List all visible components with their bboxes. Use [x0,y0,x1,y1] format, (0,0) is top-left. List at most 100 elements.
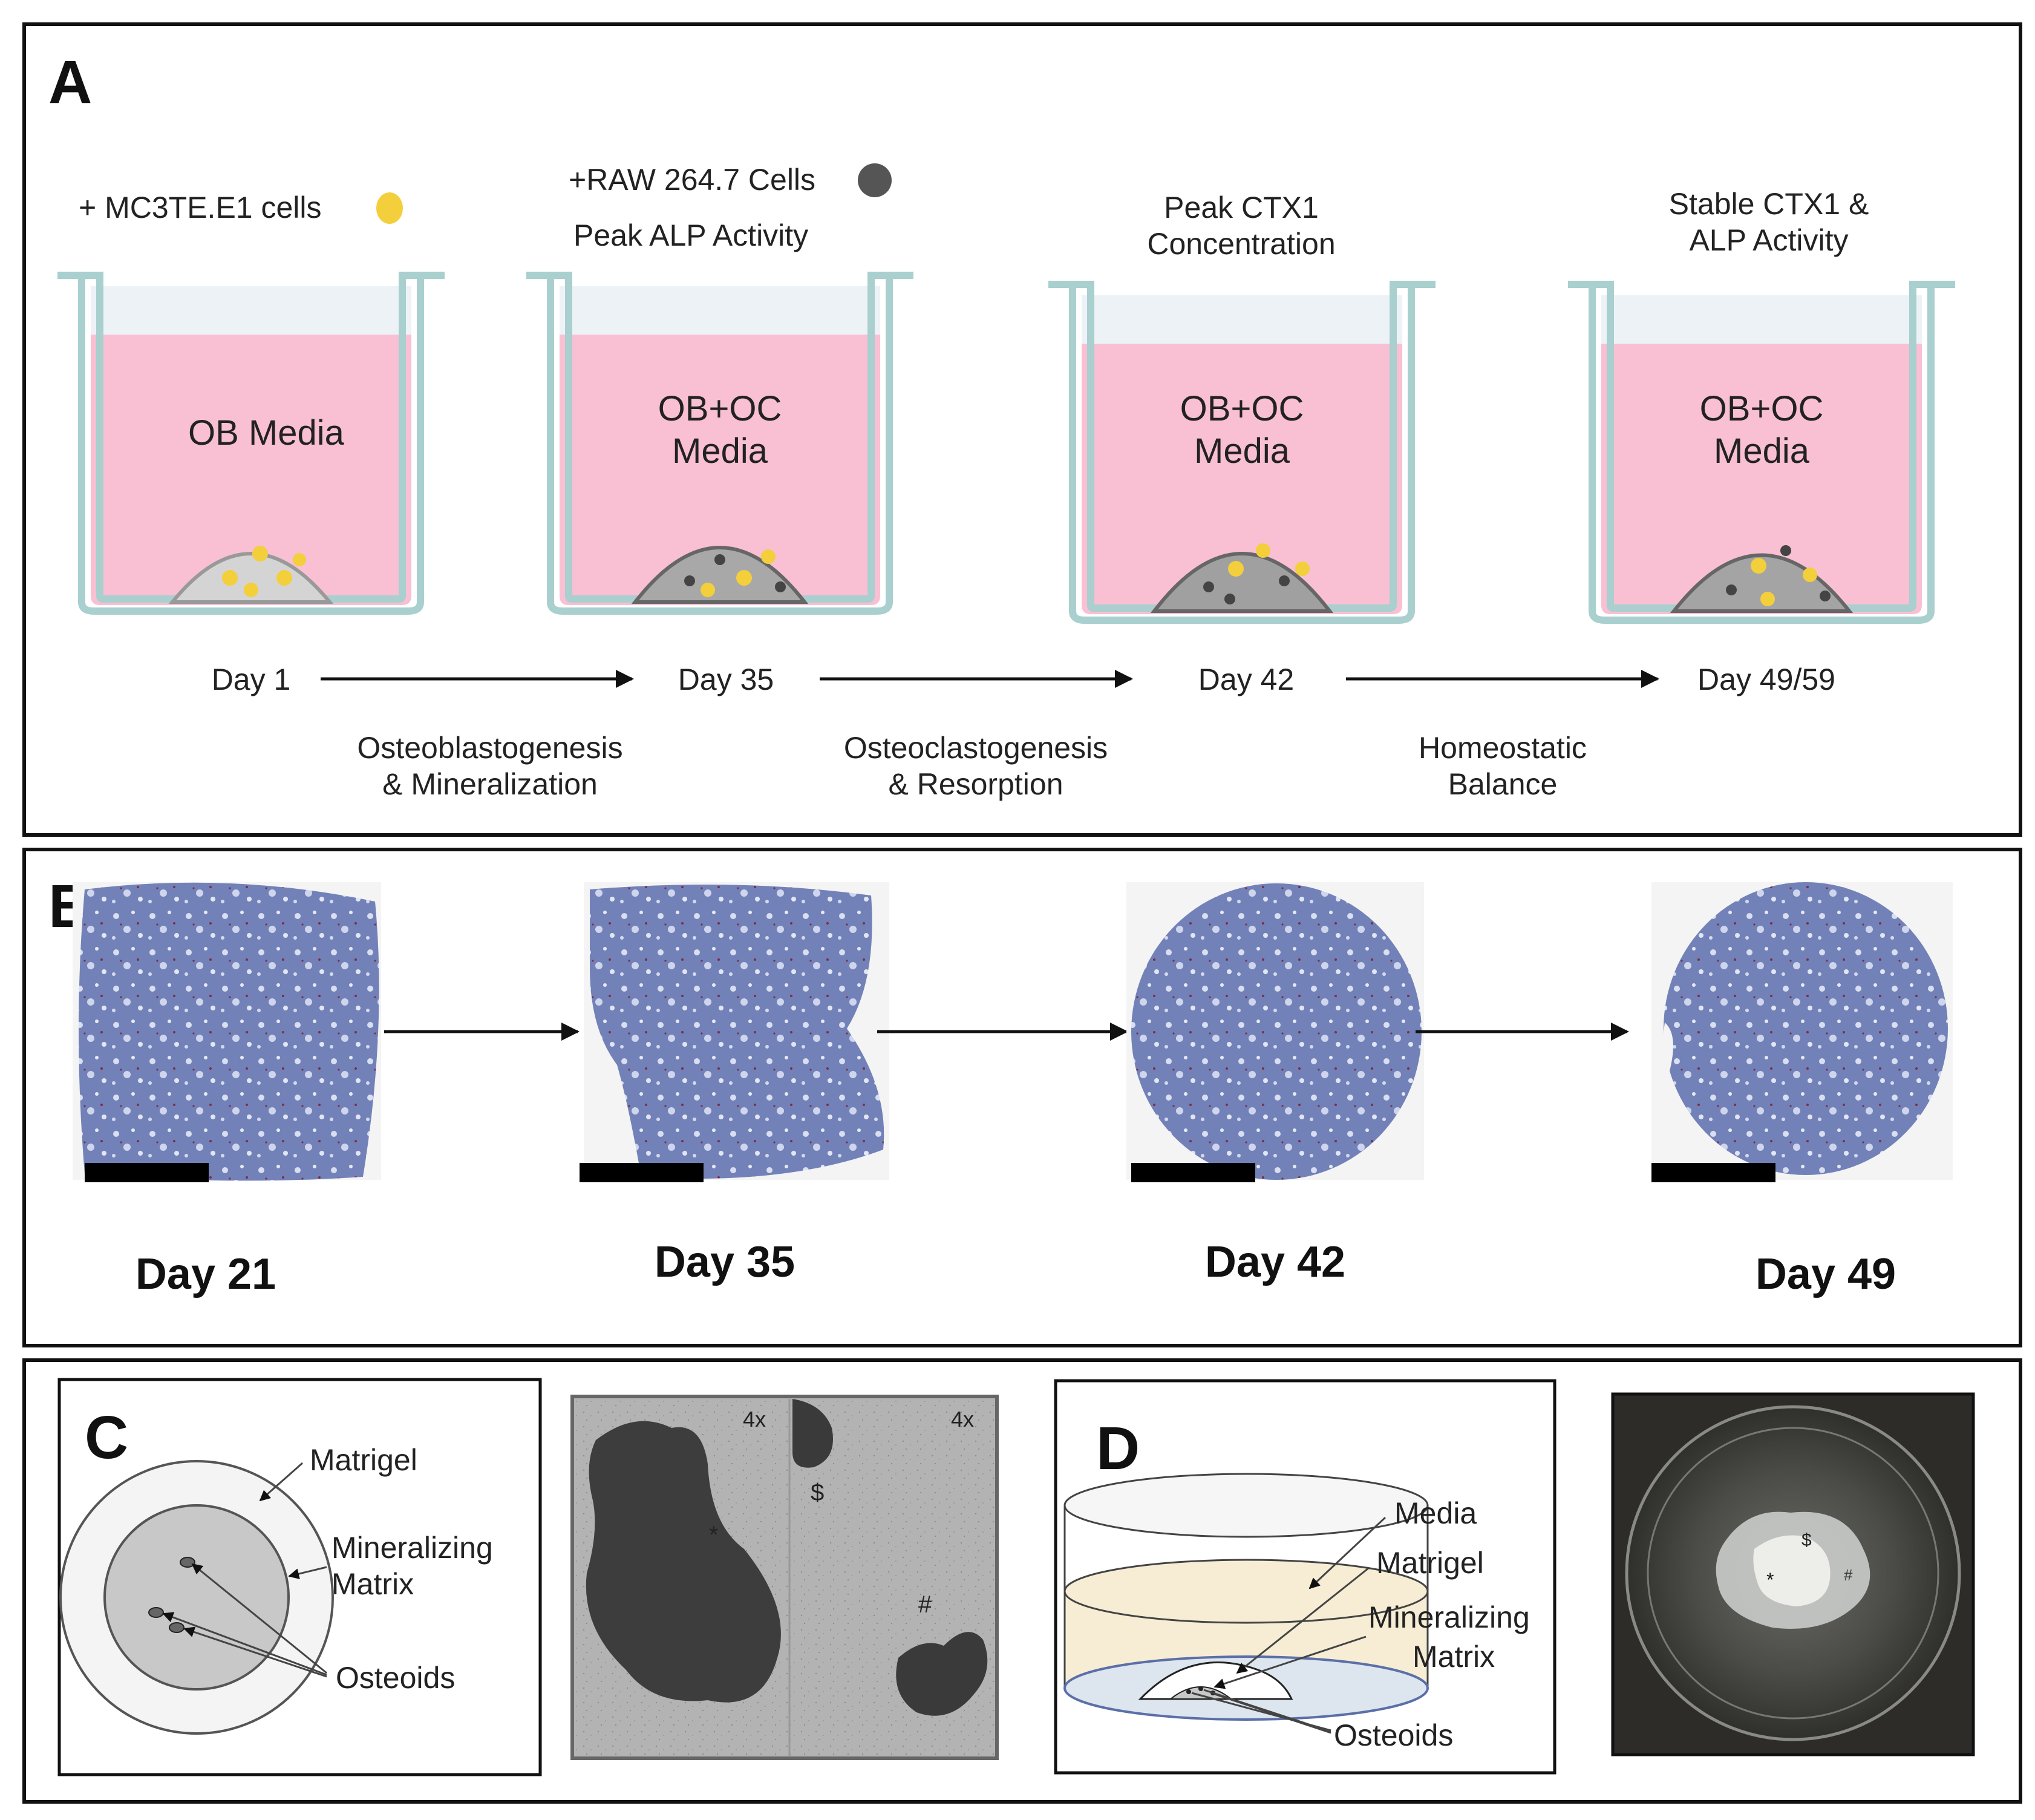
histology-day-49-section [1664,882,1948,1175]
mc3t3-cell-icon [376,192,403,224]
photo-mark-dollar: $ [1801,1530,1812,1550]
matrix-pointer [288,1566,327,1579]
well-3-label-line1: OB+OC [1180,389,1304,428]
timeline-day-35: Day 35 [678,663,774,696]
addition-2-line1: +RAW 264.7 Cells [569,163,815,197]
media-pointer [1308,1516,1387,1589]
addition-1-line1: + MC3TE.E1 cells [79,191,322,224]
micrograph-mark-star: * [709,1522,719,1548]
addition-2-line2: Peak ALP Activity [573,218,808,252]
scale-bar [1131,1163,1255,1182]
panel-b: B Day 21 Day 35 Day 42 Day 49 [22,848,2022,1347]
histology-day-49-tear [1663,1023,1673,1071]
panel-d-photo: $ * # [1611,1392,1975,1756]
histology-day-21: Day 21 [73,882,381,1298]
osteoid-pointer [191,1563,327,1674]
well-3-cell [1203,581,1214,592]
well-3-label-line2: Media [1194,431,1290,471]
phase-3-line1: Homeostatic [1419,731,1587,765]
osteoid-dot [1186,1689,1191,1694]
addition-4-line2: ALP Activity [1689,223,1848,257]
scale-bar [580,1163,704,1182]
well-2-scaffold [631,546,809,604]
mineralizing-matrix-circle [103,1504,290,1691]
well-2-cell [736,570,752,586]
histology-day-49: Day 49 [1651,882,1953,1298]
panel-c-schematic: C Matrigel Mineralizing Matrix Osteoids [57,1378,542,1776]
panel-c-letter: C [85,1404,128,1471]
phase-2-line1: Osteoclastogenesis [844,731,1108,765]
well-2-cell [684,575,695,586]
well-4-cell [1726,584,1737,595]
well-2-headspace [560,286,880,335]
panel-a: A + MC3TE.E1 cells +RAW 264.7 Cells Peak… [22,22,2022,837]
well-4-media [1601,344,1922,614]
addition-3-line2: Concentration [1147,227,1335,261]
well-1-cell [222,570,238,586]
well-2-cell [775,581,786,592]
matrix-label-d-line2: Matrix [1413,1640,1495,1674]
matrigel-pointer-d [1236,1567,1369,1674]
panel-cd: C Matrigel Mineralizing Matrix Osteoids … [22,1358,2022,1804]
addition-3-line1: Peak CTX1 [1164,191,1319,224]
osteoid-shape [169,1622,185,1633]
well-1-label: OB Media [188,413,345,453]
addition-1: + MC3TE.E1 cells [79,191,403,224]
addition-2: +RAW 264.7 Cells Peak ALP Activity [569,163,892,252]
micrograph-mag-right: 4x [951,1407,974,1432]
matrix-label-line2: Matrix [332,1567,414,1601]
well-1-headspace [91,286,411,335]
matrix-pointer-d [1213,1635,1367,1689]
well-1-media [91,335,411,605]
well-2-label-line1: OB+OC [658,389,782,428]
well-1-cell [244,583,258,597]
phase-1-line1: Osteoblastogenesis [357,731,622,765]
well-1-cell [293,553,306,566]
histology-day-21-section [79,882,379,1181]
osteoids-label: Osteoids [336,1661,455,1695]
addition-3: Peak CTX1 Concentration [1147,191,1335,261]
panel-a-letter: A [48,48,92,116]
well-2: OB+OC Media [526,272,913,615]
well-4-label-line2: Media [1714,431,1810,471]
well-4-cell [1803,568,1817,582]
well-3-cell [1295,561,1310,576]
scale-bar [85,1163,209,1182]
well-2-cell [701,583,715,597]
media-label: Media [1394,1496,1477,1530]
well-3-media [1082,344,1402,614]
well-2-media [560,335,880,605]
histology-day-35: Day 35 [580,882,889,1286]
osteoid-pointer-d [1214,1693,1331,1734]
histology-day-35-section [590,885,884,1179]
well-3-cell [1224,594,1235,604]
panel-d-letter: D [1096,1415,1140,1482]
well-4-cell [1751,558,1766,574]
well-4-label-line1: OB+OC [1700,389,1824,428]
well-2-cell [714,554,725,565]
timeline: Day 1 Day 35 Day 42 Day 49/59 Osteoblast… [212,663,1835,801]
well-2-cell [761,549,776,564]
mineralizing-matrix-photo [1753,1535,1831,1606]
panel-d-schematic: D Media Matrigel Mineralizing Matrix Ost… [1054,1379,1556,1775]
osteoid-blob-large [586,1421,781,1703]
micrograph-mag-left: 4x [743,1407,766,1432]
well-4-cell [1760,592,1775,606]
photo-mark-star: * [1766,1569,1774,1591]
well-2-label-line2: Media [672,431,768,471]
osteoid-pointer [162,1612,327,1676]
osteoid-shape [148,1607,164,1618]
osteoid-shape [180,1557,195,1568]
well-3-cell [1256,543,1270,558]
well-3-scaffold [1150,552,1334,613]
well-3: OB+OC Media [1048,281,1436,624]
histology-day-21-label: Day 21 [136,1250,276,1298]
petri-dish-inner-rim [1647,1427,1939,1720]
addition-4-line1: Stable CTX1 & [1669,187,1869,221]
timeline-day-1: Day 1 [212,663,291,696]
micrograph-mark-hash: # [918,1591,932,1618]
addition-4: Stable CTX1 & ALP Activity [1669,187,1869,257]
well-4-cell [1820,591,1831,601]
matrigel-label: Matrigel [310,1443,417,1477]
